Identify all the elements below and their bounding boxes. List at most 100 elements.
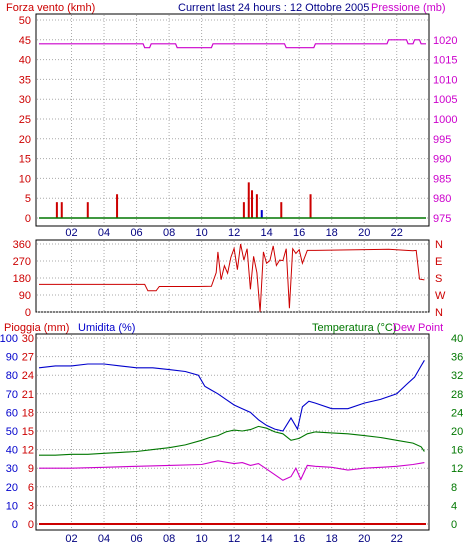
humidity-y-tick-label: 70	[6, 389, 18, 401]
weather-x-tick-label: 14	[261, 533, 273, 545]
wind-y-tick-label: 15	[19, 154, 31, 166]
compass-tick-label: N	[435, 307, 443, 319]
wind-x-tick-label: 02	[65, 227, 77, 239]
weather-x-tick-label: 04	[98, 533, 110, 545]
pressure-y-tick-label: 1010	[433, 74, 457, 86]
wind-direction-plot: 0 N 90 W 180 S 270 E 360 N	[13, 239, 446, 319]
rain-y-tick-label: 9	[28, 463, 34, 475]
humidity-y-tick-label: 30	[6, 463, 18, 475]
dewpoint-axis-title: Dew Point	[393, 322, 443, 334]
wind-x-tick-label: 08	[163, 227, 175, 239]
pressure-axis-title: Pressione (mb)	[371, 2, 446, 14]
temperature-y-tick-label: 40	[451, 333, 463, 345]
rain-axis-title: Pioggia (mm)	[4, 322, 69, 334]
wind-speed-bar	[255, 194, 258, 218]
humidity-y-tick-label: 90	[6, 352, 18, 364]
humidity-y-tick-label: 10	[6, 500, 18, 512]
wind-x-tick-label: 16	[293, 227, 305, 239]
temperature-y-tick-label: 32	[451, 370, 463, 382]
rain-y-tick-label: 6	[28, 482, 34, 494]
humidity-y-tick-label: 100	[0, 333, 18, 345]
wind-speed-bar	[60, 202, 63, 218]
wind-y-tick-label: 30	[19, 94, 31, 106]
wind-x-tick-label: 14	[261, 227, 273, 239]
wind-speed-bar	[247, 182, 250, 218]
humidity-y-tick-label: 60	[6, 407, 18, 419]
rain-y-tick-label: 24	[22, 370, 34, 382]
pressure-y-tick-label: 985	[433, 173, 451, 185]
dewpoint-line	[39, 460, 425, 481]
wind-y-tick-label: 0	[25, 213, 31, 225]
pressure-y-tick-label: 980	[433, 193, 451, 205]
pressure-y-tick-label: 975	[433, 213, 451, 225]
weather-x-tick-label: 06	[130, 533, 142, 545]
temperature-axis-title: Temperatura (°C)	[312, 322, 396, 334]
wind-speed-bar	[260, 210, 263, 218]
weather-x-tick-label: 12	[228, 533, 240, 545]
weather-x-tick-label: 20	[358, 533, 370, 545]
wind-x-tick-label: 10	[195, 227, 207, 239]
rain-y-tick-label: 15	[22, 426, 34, 438]
weather-x-tick-label: 16	[293, 533, 305, 545]
rain-y-tick-label: 12	[22, 445, 34, 457]
compass-tick-label: S	[435, 273, 442, 285]
temperature-y-tick-label: 24	[451, 407, 463, 419]
weather-x-tick-label: 10	[195, 533, 207, 545]
pressure-y-tick-label: 1005	[433, 94, 457, 106]
wind-x-tick-label: 18	[326, 227, 338, 239]
humidity-y-tick-label: 40	[6, 445, 18, 457]
temperature-y-tick-label: 8	[451, 482, 457, 494]
wind-y-tick-label: 35	[19, 74, 31, 86]
rain-y-tick-label: 0	[28, 519, 34, 531]
wind-speed-bar	[242, 202, 245, 218]
pressure-y-tick-label: 1000	[433, 114, 457, 126]
rain-humidity-temp-frame	[35, 333, 430, 531]
weather-x-tick-label: 08	[163, 533, 175, 545]
rain-y-tick-label: 21	[22, 389, 34, 401]
wind-y-tick-label: 20	[19, 134, 31, 146]
compass-tick-label: E	[435, 256, 442, 268]
humidity-line	[38, 360, 425, 432]
wind-y-tick-label: 10	[19, 173, 31, 185]
temperature-y-tick-label: 20	[451, 426, 463, 438]
direction-y-tick-label: 270	[13, 256, 31, 268]
temperature-y-tick-label: 28	[451, 389, 463, 401]
wind-x-tick-label: 06	[130, 227, 142, 239]
weather-x-tick-label: 02	[65, 533, 77, 545]
wind-x-tick-label: 20	[358, 227, 370, 239]
wind-speed-bar	[55, 202, 58, 218]
rain-y-tick-label: 30	[22, 333, 34, 345]
rain-y-tick-label: 3	[28, 500, 34, 512]
wind-y-tick-label: 25	[19, 114, 31, 126]
temperature-line	[39, 425, 425, 456]
temperature-y-tick-label: 12	[451, 463, 463, 475]
wind-y-tick-label: 5	[25, 193, 31, 205]
wind-y-tick-label: 50	[19, 15, 31, 27]
wind-x-tick-label: 04	[98, 227, 110, 239]
direction-y-tick-label: 360	[13, 239, 31, 251]
compass-tick-label: N	[435, 239, 443, 251]
temperature-y-tick-label: 4	[451, 500, 457, 512]
wind-x-tick-label: 22	[391, 227, 403, 239]
wind-speed-bar	[280, 202, 283, 218]
wind-y-tick-label: 40	[19, 55, 31, 67]
temperature-y-tick-label: 36	[451, 352, 463, 364]
compass-tick-label: W	[435, 290, 446, 302]
humidity-y-tick-label: 20	[6, 482, 18, 494]
direction-y-tick-label: 180	[13, 273, 31, 285]
wind-x-tick-label: 12	[228, 227, 240, 239]
wind-speed-bar	[86, 202, 89, 218]
weather-x-tick-label: 22	[391, 533, 403, 545]
wind-speed-bar	[251, 190, 254, 218]
wind-pressure-plot: 0510152025303540455097598098599099510001…	[19, 15, 457, 239]
temperature-y-tick-label: 16	[451, 445, 463, 457]
rain-y-tick-label: 18	[22, 407, 34, 419]
pressure-y-tick-label: 995	[433, 134, 451, 146]
pressure-y-tick-label: 1020	[433, 35, 457, 47]
pressure-y-tick-label: 990	[433, 154, 451, 166]
wind-speed-bar	[116, 194, 119, 218]
wind-direction-line	[39, 243, 425, 313]
humidity-y-tick-label: 0	[12, 519, 18, 531]
